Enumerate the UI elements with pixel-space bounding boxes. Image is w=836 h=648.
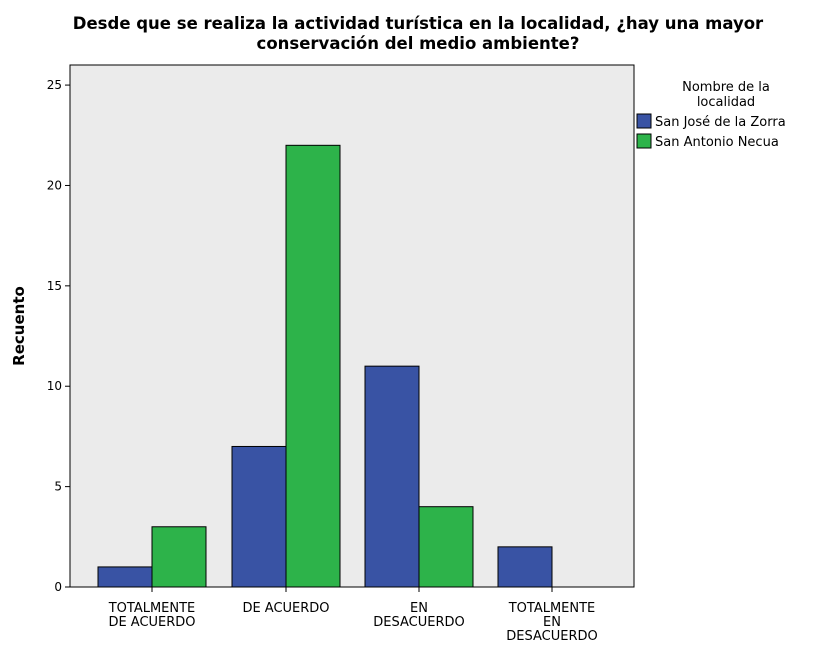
bar bbox=[497, 546, 553, 588]
plot-frame bbox=[69, 64, 635, 588]
legend-label: San Antonio Necua bbox=[655, 135, 779, 150]
legend-swatch bbox=[636, 133, 652, 149]
legend-swatch bbox=[636, 113, 652, 129]
legend-label: San José de la Zorra bbox=[655, 115, 786, 130]
legend-title-line-1: Nombre de la bbox=[682, 80, 770, 95]
y-tick-label: 10 bbox=[47, 379, 62, 393]
chart-title-line-2: conservación del medio ambiente? bbox=[257, 34, 580, 53]
legend: Nombre de la localidad San José de la Zo… bbox=[636, 80, 786, 150]
x-tick-label: TOTALMENTE bbox=[108, 601, 196, 616]
y-tick-label: 15 bbox=[47, 279, 62, 293]
y-tick-label: 20 bbox=[47, 178, 62, 192]
plot-area bbox=[70, 65, 634, 587]
bar bbox=[97, 566, 153, 588]
y-axis-label: Recuento bbox=[10, 286, 28, 366]
x-tick-label: DE ACUERDO bbox=[108, 615, 195, 630]
x-tick-label: EN bbox=[410, 601, 428, 616]
x-tick-label: DESACUERDO bbox=[506, 629, 597, 644]
x-tick-label: DESACUERDO bbox=[373, 615, 464, 630]
y-axis-ticks: 0 5 10 15 20 25 bbox=[47, 78, 70, 594]
y-tick-label: 25 bbox=[47, 78, 62, 92]
legend-title-line-2: localidad bbox=[697, 95, 755, 110]
x-tick-label: TOTALMENTE bbox=[508, 601, 596, 616]
bar bbox=[418, 506, 474, 588]
y-tick-label: 0 bbox=[54, 580, 62, 594]
bar bbox=[285, 144, 341, 588]
bar bbox=[364, 365, 420, 588]
x-tick-label: EN bbox=[543, 615, 561, 630]
bars bbox=[97, 144, 553, 588]
bar bbox=[231, 445, 287, 588]
x-tick-label: DE ACUERDO bbox=[242, 601, 329, 616]
chart-title-line-1: Desde que se realiza la actividad turíst… bbox=[73, 14, 764, 33]
y-tick-label: 5 bbox=[54, 480, 62, 494]
bar bbox=[151, 526, 207, 588]
